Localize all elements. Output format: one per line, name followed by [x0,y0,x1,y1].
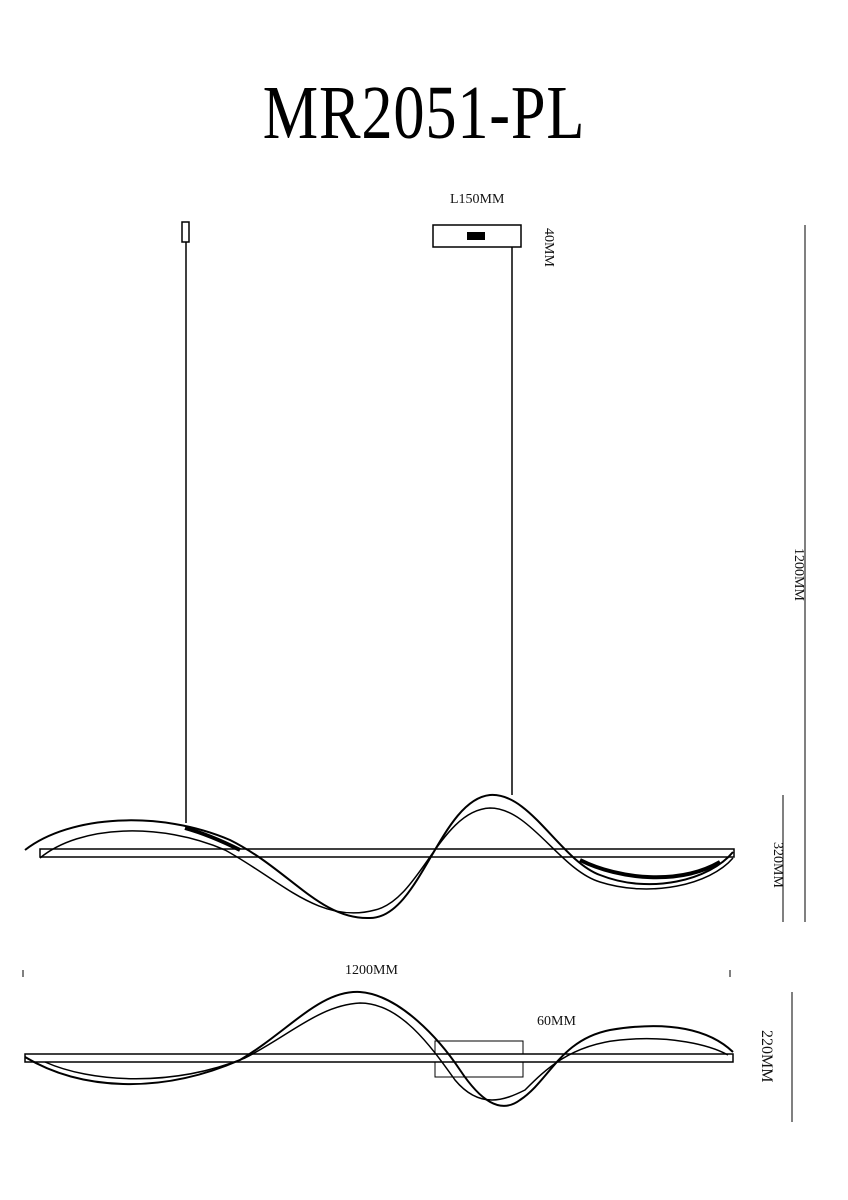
top-view-lamp [24,990,734,1107]
canopy [432,224,522,795]
front-height-label: 320MM [770,842,785,888]
model-title: MR2051-PL [262,71,586,155]
top-view-height-label: 220MM [758,1030,775,1082]
front-view-lamp [24,793,735,920]
width-label: 1200MM [345,963,398,978]
left-anchor [181,221,190,823]
canopy-height-label: 40MM [541,228,556,267]
total-height-label: 1200MM [791,548,806,601]
canopy-length-label: L150MM [450,192,505,207]
depth-label: 60MM [537,1014,576,1029]
